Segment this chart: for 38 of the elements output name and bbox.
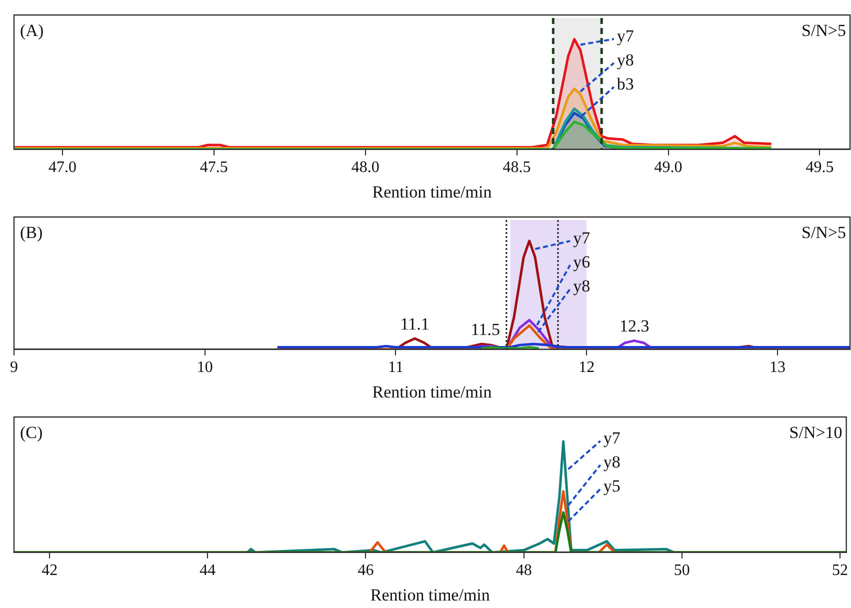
x-tick-label: 10 [196, 359, 213, 376]
x-tick-label: 42 [42, 562, 58, 580]
annotation: S/N>10 [789, 422, 842, 442]
x-axis-title: Rention time/min [372, 382, 492, 402]
annotation: 11.5 [470, 320, 500, 339]
text: y8 [616, 50, 634, 70]
x-tick-label: 47.5 [200, 159, 228, 176]
annotation: 12.3 [619, 316, 650, 336]
x-tick-label: 46 [358, 562, 374, 580]
text: y5 [603, 476, 620, 496]
x-tick-label: 13 [769, 359, 786, 376]
x-axis-title: Rention time/min [372, 182, 492, 202]
x-tick-label: 9 [10, 359, 18, 376]
x-tick-label: 48 [516, 562, 532, 580]
text: y7 [603, 428, 621, 448]
annotation: 11.1 [400, 314, 430, 334]
x-tick-label: 48.0 [351, 159, 380, 176]
text: b3 [616, 74, 634, 94]
x-tick-label: 50 [674, 562, 690, 580]
annotation: S/N>5 [801, 20, 846, 40]
x-tick-label: 44 [200, 562, 216, 580]
x-tick-label: 11 [388, 359, 404, 376]
annotation: (B) [20, 222, 43, 242]
annotation: (C) [20, 422, 43, 442]
text: y8 [573, 276, 590, 296]
x-tick-label: 49.0 [654, 159, 682, 176]
x-tick-label: 48.5 [502, 159, 531, 176]
text: y7 [573, 228, 591, 248]
x-axis-title: Rention time/min [370, 585, 490, 604]
x-tick-label: 52 [832, 562, 848, 580]
text: y7 [616, 26, 634, 46]
text: y8 [603, 452, 620, 472]
x-tick-label: 12 [578, 359, 595, 376]
annotation: S/N>5 [801, 222, 846, 242]
x-tick-label: 49.5 [806, 159, 834, 176]
annotation: (A) [20, 20, 44, 40]
x-tick-label: 47.0 [48, 159, 76, 176]
text: y6 [573, 252, 590, 272]
